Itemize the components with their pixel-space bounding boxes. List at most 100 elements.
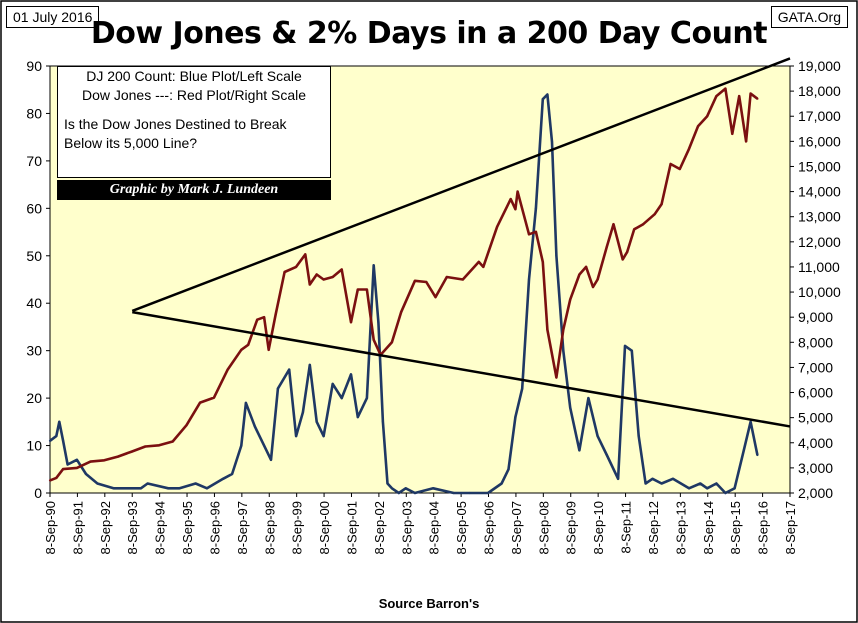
dj-count-line-point — [372, 264, 375, 267]
dj-count-line-point — [452, 491, 455, 495]
dj-count-line-point — [623, 344, 627, 347]
dow-jones-line-point — [482, 265, 485, 268]
dj-count-line-point — [715, 482, 718, 485]
dj-count-line-point — [288, 368, 291, 371]
x-tick-label: 8-Sep-02 — [372, 501, 387, 554]
dj-count-line-point — [521, 387, 524, 390]
dow-jones-line-point — [365, 288, 368, 291]
dj-count-line-point — [365, 397, 368, 400]
y-left-tick-label: 30 — [26, 343, 42, 359]
dj-count-line-point — [194, 482, 197, 485]
y-left-tick-label: 90 — [26, 58, 42, 74]
dow-jones-line-point — [669, 162, 672, 166]
dow-jones-line-point — [295, 265, 298, 268]
dj-count-line-point — [605, 453, 608, 457]
y-left-tick-label: 10 — [26, 438, 42, 454]
x-tick-label: 8-Sep-09 — [564, 501, 579, 554]
dj-count-line-point — [397, 491, 400, 495]
dj-count-line-point — [527, 278, 531, 281]
dow-jones-line-point — [55, 476, 58, 479]
y-right-tick-label: 5,000 — [798, 410, 833, 426]
y-right-tick-label: 19,000 — [798, 58, 841, 74]
dj-count-line-point — [546, 93, 549, 96]
dow-jones-line-point — [653, 213, 656, 216]
dj-count-line-point — [58, 420, 61, 423]
dj-count-line-point — [260, 439, 263, 442]
dj-count-line-point — [96, 482, 99, 485]
dow-jones-line-point — [585, 265, 588, 268]
dj-count-line-point — [541, 98, 544, 101]
dj-count-line-point — [146, 482, 149, 485]
x-tick-label: 8-Sep-14 — [701, 501, 716, 554]
x-tick-label: 8-Sep-07 — [509, 501, 524, 554]
y-left-tick-label: 40 — [26, 295, 42, 311]
dj-count-line-point — [276, 387, 279, 390]
credit-banner: Graphic by Mark J. Lundeen — [57, 180, 331, 200]
dow-jones-line-point — [724, 87, 727, 90]
x-tick-label: 8-Sep-94 — [153, 501, 168, 554]
dow-jones-line-point — [706, 115, 709, 118]
dj-count-line-point — [550, 140, 554, 143]
dow-jones-line-point — [331, 275, 334, 279]
dow-jones-line-point — [308, 283, 311, 286]
dj-count-line-point — [48, 439, 52, 442]
y-left-tick-label: 20 — [26, 390, 42, 406]
annotation-question-1: Is the Dow Jones Destined to Break — [64, 116, 287, 132]
dj-count-line-point — [356, 416, 359, 419]
dj-count-line-point — [244, 401, 247, 404]
dow-jones-line-point — [390, 341, 393, 344]
dj-count-line-point — [301, 411, 304, 414]
dj-count-line-point — [253, 425, 256, 428]
dow-jones-line-point — [226, 368, 229, 371]
x-tick-label: 8-Sep-00 — [317, 501, 332, 554]
annotation-line-1: DJ 200 Count: Blue Plot/Left Scale — [86, 68, 302, 84]
dow-jones-line-point — [400, 311, 403, 314]
dj-count-line-point — [404, 487, 407, 490]
dow-jones-line-point — [516, 190, 519, 193]
x-tick-label: 8-Sep-95 — [180, 501, 195, 554]
dow-jones-line-point — [349, 321, 353, 324]
dow-jones-line-point — [496, 225, 499, 228]
dow-jones-line-point — [596, 278, 599, 281]
dj-count-line-point — [630, 349, 633, 352]
dj-count-line-point — [66, 463, 69, 466]
dow-jones-line-point — [315, 273, 318, 276]
x-tick-label: 8-Sep-91 — [70, 501, 85, 554]
dj-count-line-point — [167, 487, 170, 490]
dow-jones-line-point — [756, 97, 759, 100]
y-right-tick-label: 7,000 — [798, 359, 833, 375]
dj-count-line-point — [84, 472, 88, 476]
dow-jones-line-point — [541, 260, 544, 263]
dj-count-line-point — [269, 458, 273, 461]
dj-count-line-point — [468, 491, 471, 495]
dow-jones-line-point — [445, 275, 448, 279]
dow-jones-line-point — [62, 468, 65, 471]
dow-jones-line-point — [263, 316, 266, 319]
dow-jones-line-point — [256, 318, 259, 321]
y-right-tick-label: 17,000 — [798, 108, 841, 124]
dj-count-line-point — [178, 487, 181, 490]
dj-count-line-point — [381, 420, 384, 423]
y-right-tick-label: 14,000 — [798, 184, 841, 200]
dow-jones-line-point — [199, 401, 202, 404]
dow-jones-line-point — [89, 460, 92, 463]
dow-jones-line-point — [738, 95, 741, 98]
dow-jones-line-point — [144, 445, 147, 448]
annotation-box: DJ 200 Count: Blue Plot/Left Scale Dow J… — [57, 66, 331, 178]
dj-count-line-point — [222, 477, 225, 480]
y-right-tick-label: 9,000 — [798, 309, 833, 325]
dj-count-line-point — [617, 477, 620, 480]
dj-count-line-point — [578, 449, 581, 452]
dow-jones-line-point — [569, 298, 572, 301]
dj-count-line-point — [413, 491, 416, 495]
dow-jones-line-point — [546, 328, 549, 331]
dow-jones-line-point — [477, 260, 480, 263]
dj-count-line-point — [687, 487, 691, 490]
y-right-tick-label: 2,000 — [798, 485, 833, 501]
y-right-tick-label: 8,000 — [798, 334, 833, 350]
chart-title: Dow Jones & 2% Days in a 200 Day Count — [90, 16, 768, 51]
dj-count-line-point — [432, 487, 435, 490]
dow-jones-line-point — [591, 285, 595, 289]
